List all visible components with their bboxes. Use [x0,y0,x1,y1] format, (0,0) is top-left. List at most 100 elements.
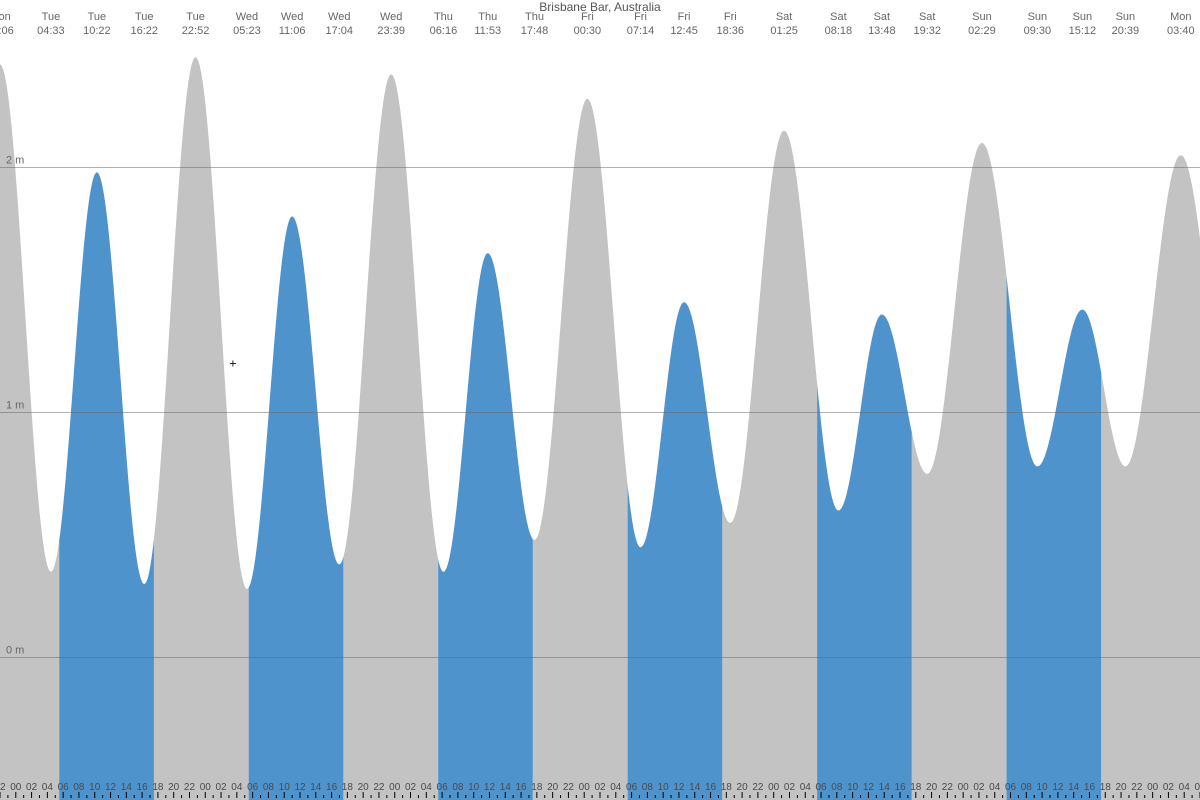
x-hour-label: 10 [89,782,101,793]
x-hour-label: 22 [752,782,764,793]
tide-band [0,65,59,800]
x-hour-label: 14 [121,782,133,793]
x-hour-label: 16 [137,782,149,793]
x-hour-label: 14 [1068,782,1080,793]
header-time: 19:32 [913,25,941,37]
x-hour-label: 20 [547,782,559,793]
tide-band [628,302,723,800]
x-hour-label: 06 [58,782,70,793]
x-hour-label: 12 [863,782,875,793]
x-hour-label: 12 [105,782,117,793]
header-time: 11:53 [474,25,501,37]
tide-band [438,253,533,800]
x-hour-label: 14 [310,782,322,793]
x-hour-label: 18 [531,782,543,793]
x-hour-label: 18 [721,782,733,793]
y-axis-label: 0 m [6,645,24,657]
tide-band [59,172,154,800]
y-axis-label: 2 m [6,155,24,167]
x-hour-label: 12 [484,782,496,793]
x-hour-label: 02 [215,782,227,793]
tide-band [249,217,344,800]
x-hour-label: 00 [10,782,22,793]
x-hour-label: 08 [263,782,275,793]
x-hour-label: 10 [847,782,859,793]
x-hour-label: 02 [784,782,796,793]
x-hour-label: 22 [0,782,6,793]
x-hour-label: 06 [815,782,827,793]
x-hour-label: 10 [468,782,480,793]
x-hour-label: 04 [231,782,243,793]
tide-band [533,99,628,800]
x-hour-label: 02 [594,782,606,793]
header-time: 06:16 [430,25,458,37]
header-time: 04:33 [37,25,65,37]
x-hour-label: 02 [405,782,417,793]
x-hour-label: 22 [942,782,954,793]
header-time: 01:25 [770,25,798,37]
tide-band [722,131,817,800]
x-hour-label: 12 [673,782,685,793]
x-hour-label: 06 [437,782,449,793]
header-time: 20:39 [1112,25,1140,37]
x-hour-label: 06 [626,782,638,793]
x-hour-label: 12 [294,782,306,793]
x-hour-label: 06 [247,782,259,793]
x-hour-label: 20 [926,782,938,793]
header-time: 11:06 [279,25,306,37]
x-hour-label: 22 [373,782,385,793]
x-hour-label: 18 [910,782,922,793]
x-hour-label: 08 [452,782,464,793]
y-axis-label: 1 m [6,400,24,412]
x-hour-label: 00 [200,782,212,793]
x-hour-label: 06 [1194,782,1200,793]
x-hour-label: 08 [73,782,85,793]
x-hour-label: 16 [326,782,338,793]
x-hour-label: 08 [831,782,843,793]
x-hour-label: 06 [1005,782,1017,793]
header-time: 10:22 [83,25,111,37]
x-hour-label: 00 [1147,782,1159,793]
x-hour-label: 18 [342,782,354,793]
header-time: 16:22 [130,25,158,37]
x-hour-label: 08 [642,782,654,793]
x-hour-label: 00 [579,782,591,793]
x-hour-label: 12 [1052,782,1064,793]
x-hour-label: 04 [421,782,433,793]
chart-title: Brisbane Bar, Australia [0,0,1200,14]
x-hour-label: 22 [563,782,575,793]
x-hour-label: 16 [1084,782,1096,793]
x-hour-label: 04 [800,782,812,793]
header-time: 22:52 [182,25,210,37]
x-hour-label: 10 [1037,782,1049,793]
x-hour-label: 10 [279,782,291,793]
header-time: 17:48 [521,25,549,37]
header-time: 13:48 [868,25,896,37]
x-hour-label: 20 [358,782,370,793]
tide-band [154,57,249,800]
x-hour-label: 20 [737,782,749,793]
x-hour-label: 20 [168,782,180,793]
header-time: 07:14 [627,25,655,37]
header-time: 05:23 [233,25,261,37]
header-time: 12:45 [670,25,698,37]
x-hour-label: 14 [500,782,512,793]
tide-band [817,315,912,800]
header-time: 17:04 [325,25,353,37]
x-hour-label: 16 [705,782,717,793]
x-hour-label: 02 [973,782,985,793]
tide-band [1101,155,1200,800]
header-time: 23:39 [377,25,405,37]
x-hour-label: 00 [958,782,970,793]
tide-chart: Brisbane Bar, Australia 0 m1 m2 mMon22:0… [0,0,1200,800]
x-hour-label: 00 [768,782,780,793]
tide-band [1007,277,1102,800]
x-hour-label: 18 [1100,782,1112,793]
header-time: 15:12 [1069,25,1097,37]
x-hour-label: 22 [1131,782,1143,793]
x-hour-label: 04 [1179,782,1191,793]
header-time: 18:36 [716,25,744,37]
x-hour-label: 10 [658,782,670,793]
header-time: 00:30 [574,25,602,37]
header-time: 02:29 [968,25,996,37]
